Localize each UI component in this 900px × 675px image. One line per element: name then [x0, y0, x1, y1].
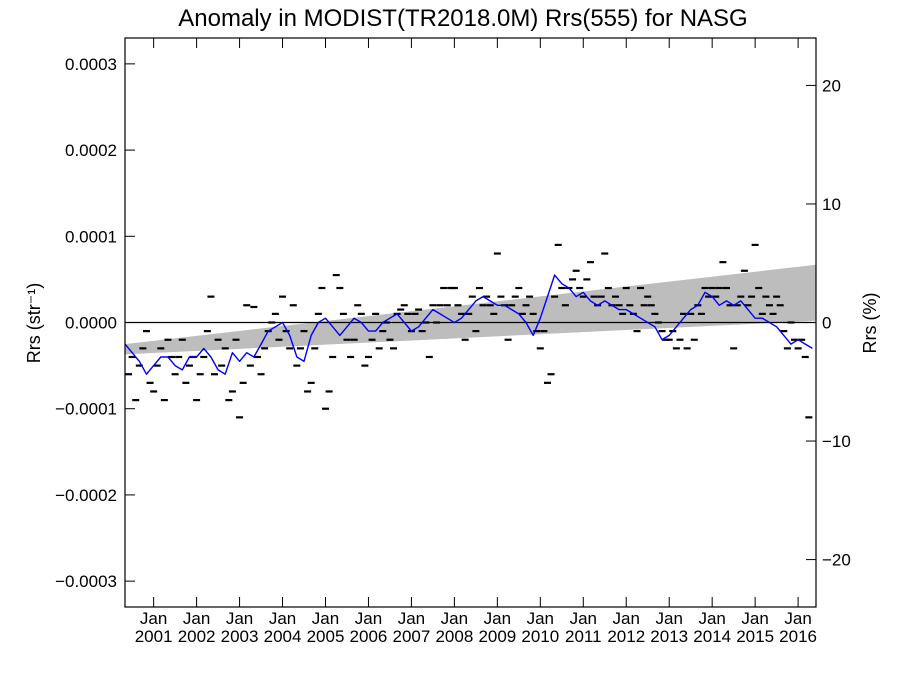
y-axis-right: 20 10 0 −10 −20: [806, 76, 851, 570]
trend-uncertainty-band: [125, 264, 816, 355]
y-tick-label: 0.0000: [65, 314, 117, 333]
x-tick-label-month: Jan: [441, 609, 468, 628]
x-tick-label-month: Jan: [698, 609, 725, 628]
x-tick-label-year: 2010: [521, 627, 559, 646]
x-tick-label-month: Jan: [484, 609, 511, 628]
running-mean-layer: [124, 274, 813, 375]
x-tick-label-month: Jan: [613, 609, 640, 628]
chart-title: Anomaly in MODIST(TR2018.0M) Rrs(555) fo…: [178, 5, 747, 32]
y-tick-label: 0.0001: [65, 227, 117, 246]
x-tick-label-month: Jan: [527, 609, 554, 628]
x-tick-label-month: Jan: [398, 609, 425, 628]
x-tick-label-year: 2003: [221, 627, 259, 646]
x-tick-label-month: Jan: [312, 609, 339, 628]
y-tick-label: 0.0002: [65, 141, 117, 160]
x-tick-label-month: Jan: [183, 609, 210, 628]
y-tick-label: −0.0003: [55, 572, 117, 591]
x-tick-label-year: 2002: [178, 627, 216, 646]
x-tick-label-month: Jan: [741, 609, 768, 628]
x-tick-label-month: Jan: [355, 609, 382, 628]
y-tick-label: −0.0002: [55, 486, 117, 505]
x-tick-label-month: Jan: [570, 609, 597, 628]
x-tick-label-year: 2006: [350, 627, 388, 646]
x-tick-label-year: 2016: [779, 627, 817, 646]
y-axis-left: 0.0003 0.0002 0.0001 0.0000 −0.0001 −0.0002 −0…: [55, 55, 135, 591]
x-tick-label-month: Jan: [784, 609, 811, 628]
x-tick-label-year: 2011: [565, 627, 602, 646]
x-axis: Jan2001Jan2002Jan2003Jan2004Jan2005Jan20…: [135, 38, 817, 646]
y2-tick-label: 10: [822, 195, 841, 214]
x-tick-label-month: Jan: [269, 609, 296, 628]
x-tick-label-year: 2005: [307, 627, 345, 646]
x-tick-label-month: Jan: [140, 609, 167, 628]
x-tick-label-month: Jan: [655, 609, 682, 628]
x-tick-label-year: 2001: [135, 627, 173, 646]
y2-tick-label: 0: [822, 314, 831, 333]
x-tick-label-year: 2013: [650, 627, 688, 646]
x-tick-label-year: 2014: [693, 627, 731, 646]
x-tick-label-year: 2004: [264, 627, 302, 646]
trend-band-layer: [125, 264, 816, 355]
y-axis-label-right: Rrs (%): [860, 293, 880, 354]
running-mean-line: [124, 274, 813, 375]
y-tick-label: 0.0003: [65, 55, 117, 74]
x-tick-label-year: 2015: [736, 627, 774, 646]
x-tick-label-year: 2009: [478, 627, 516, 646]
x-tick-label-month: Jan: [226, 609, 253, 628]
x-tick-label-year: 2012: [607, 627, 645, 646]
y2-tick-label: −10: [822, 432, 851, 451]
x-tick-label-year: 2008: [435, 627, 473, 646]
monthly-points-layer: [125, 243, 813, 419]
x-tick-label-year: 2007: [393, 627, 431, 646]
y2-tick-label: 20: [822, 76, 841, 95]
y-axis-label-left: Rrs (str⁻¹): [24, 283, 44, 363]
y-tick-label: −0.0001: [55, 400, 117, 419]
y2-tick-label: −20: [822, 551, 851, 570]
